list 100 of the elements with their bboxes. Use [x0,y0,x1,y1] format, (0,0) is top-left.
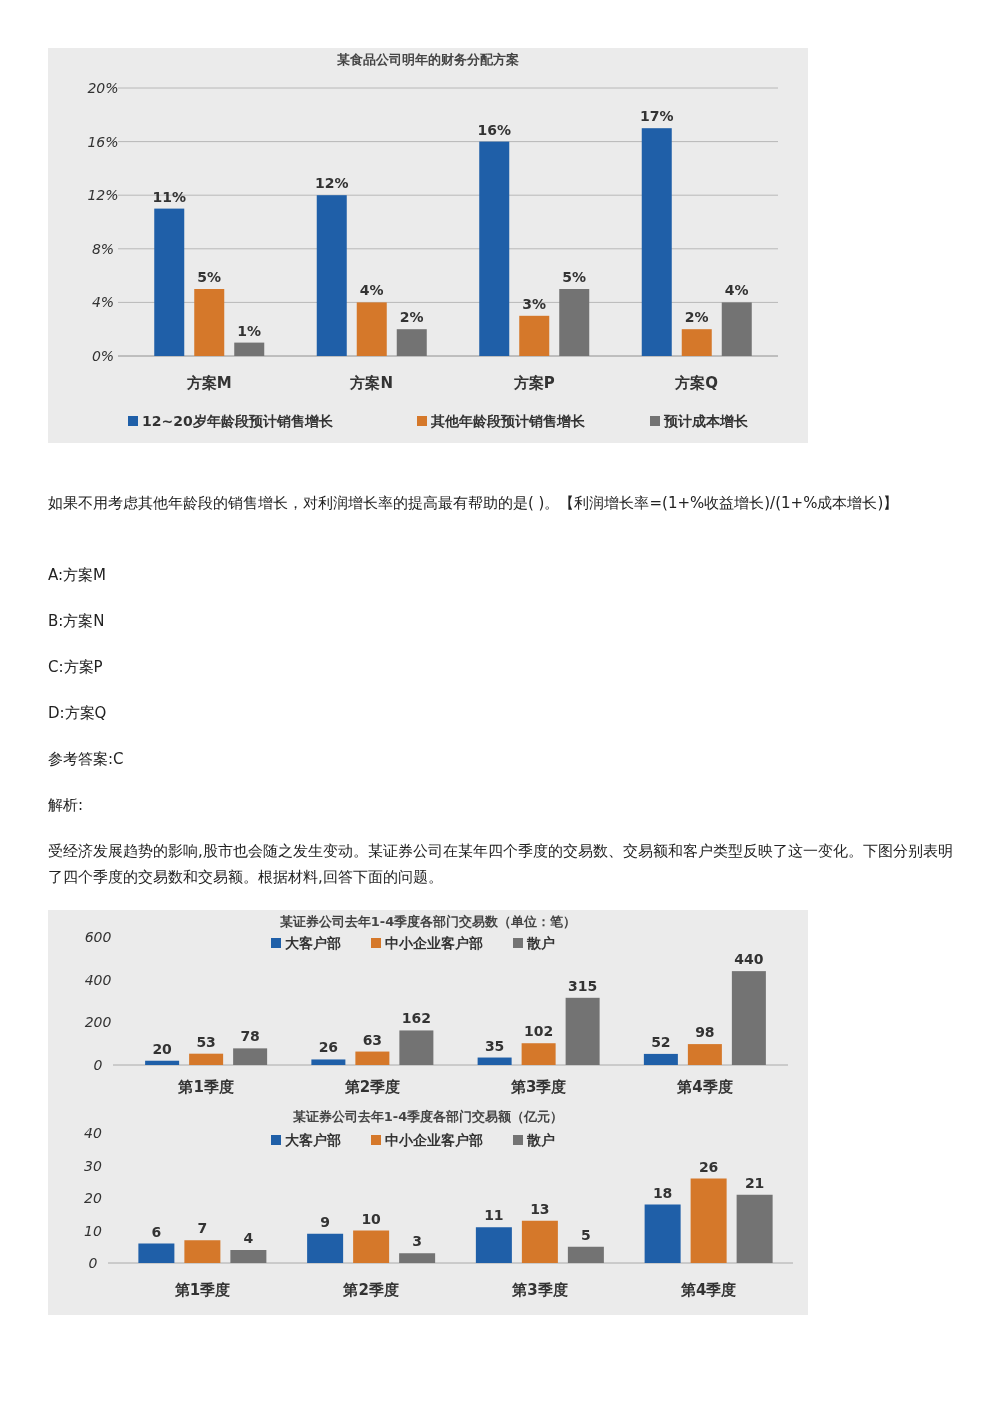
bar [736,1194,773,1263]
bar [643,1053,678,1065]
bar [641,128,672,356]
bar [690,1178,727,1263]
data-label: 35 [484,1037,505,1054]
data-label: 20 [152,1040,173,1057]
bar [138,1243,175,1263]
data-label: 162 [401,1010,431,1027]
y-tick-label: 20 [84,1190,102,1206]
data-label: 21 [744,1174,765,1191]
y-tick-label: 400 [84,971,112,988]
y-tick-label: 200 [84,1014,112,1031]
bar [396,329,427,356]
bar [154,208,185,356]
legend-label: 其他年龄段预计销售增长 [430,413,586,429]
data-label: 10 [361,1210,382,1227]
text: B:方案N [48,611,106,632]
x-tick-label: 方案M [185,374,232,392]
y-tick-label: 8% [91,240,115,257]
data-label: 13 [530,1200,550,1217]
legend-label: 中小企业客户部 [385,935,483,951]
bar [184,1240,221,1263]
chart-title: 某证券公司去年1-4季度各部门交易额（亿元） [291,1109,564,1124]
bar [145,1060,180,1065]
data-label: 12% [314,175,349,192]
bar [307,1233,344,1263]
data-label: 4 [243,1230,254,1246]
bar [189,1053,224,1065]
data-label: 11 [484,1207,504,1224]
bar [194,289,225,356]
data-label: 3 [412,1233,422,1250]
bar [353,1230,390,1263]
bar [731,971,766,1065]
bar [559,289,590,356]
y-tick-label: 600 [84,929,112,945]
data-label: 17% [639,108,674,125]
bar [355,1051,390,1065]
legend-label: 散户 [526,1132,555,1148]
x-tick-label: 第1季度 [173,1281,231,1299]
data-label: 7 [197,1220,208,1237]
text: D:方案Q [48,703,108,724]
data-label: 63 [362,1031,383,1048]
bar [311,1059,346,1065]
bar [316,195,347,356]
text: A:方案M [48,565,107,586]
x-tick-label: 方案Q [674,374,719,392]
data-label: 315 [568,977,598,994]
y-tick-label: 0 [93,1057,103,1073]
data-label: 3% [522,295,547,312]
data-label: 5% [197,269,222,285]
legend-label: 大客户部 [285,1132,341,1148]
data-label: 26 [318,1039,339,1056]
data-label: 9 [320,1213,330,1230]
data-label: 18 [652,1184,673,1201]
x-tick-label: 第2季度 [342,1281,399,1299]
bar [479,141,510,356]
data-label: 98 [695,1024,715,1041]
text: 参考答案:C [48,749,125,770]
data-label: 2% [399,309,424,326]
text: 解析: [48,795,85,816]
legend-label: 中小企业客户部 [385,1132,483,1148]
data-label: 1% [237,322,262,339]
x-tick-label: 方案P [512,374,555,392]
y-tick-label: 20% [87,80,119,96]
y-tick-label: 0% [91,348,115,364]
x-tick-label: 第4季度 [679,1281,737,1299]
bar [687,1044,722,1065]
bar [233,1048,268,1065]
bar [721,302,752,356]
bar [230,1250,267,1263]
text: 受经济发展趋势的影响,股市也会随之发生变动。某证券公司在某年四个季度的交易数、交易额和客户类型反映了这一变化。下图分别表明了四个季度的交易数和交易额。根据材料,回答下面的问题。 [48,841,954,888]
x-tick-label: 第4季度 [676,1078,733,1096]
bar [519,315,550,356]
x-tick-label: 第3季度 [509,1078,567,1096]
y-tick-label: 16% [87,133,119,150]
y-tick-label: 0 [88,1255,98,1271]
chart-title: 某食品公司明年的财务分配方案 [336,52,519,67]
bar [681,329,712,356]
y-tick-label: 30 [84,1157,102,1174]
bar [644,1204,681,1263]
legend-label: 12~20岁年龄段预计销售增长 [142,413,334,429]
bar [521,1043,556,1065]
bar [475,1227,512,1263]
y-tick-label: 12% [87,187,119,204]
data-label: 4% [724,282,749,299]
legend-label: 预计成本增长 [663,413,749,429]
data-label: 102 [524,1023,554,1040]
y-tick-label: 4% [91,294,115,311]
data-label: 53 [196,1033,216,1050]
data-label: 26 [698,1158,719,1175]
data-label: 2% [684,309,709,326]
legend-label: 散户 [526,935,555,951]
bar [565,997,600,1065]
data-label: 11% [152,188,187,205]
x-tick-label: 第1季度 [177,1078,234,1096]
bar [567,1246,604,1263]
bar [521,1220,558,1263]
legend-label: 大客户部 [285,935,341,951]
y-tick-label: 40 [84,1125,102,1141]
bar [356,302,387,356]
